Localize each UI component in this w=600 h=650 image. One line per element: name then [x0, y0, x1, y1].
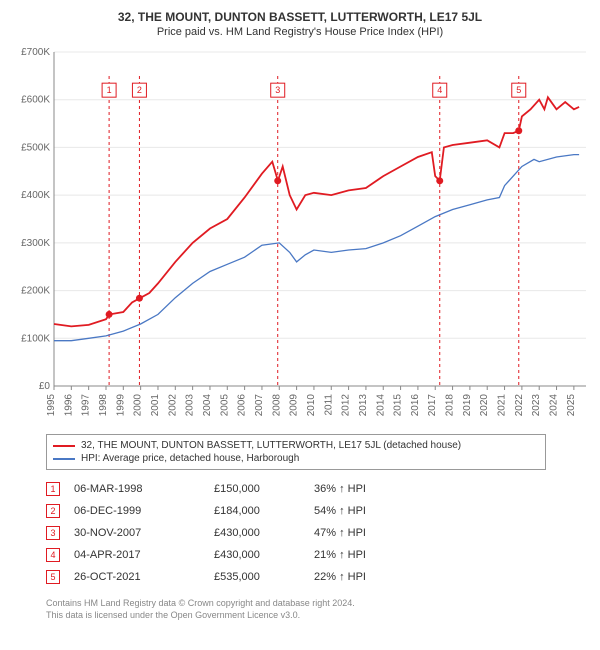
svg-text:2014: 2014 [375, 394, 386, 417]
svg-text:3: 3 [275, 85, 280, 95]
chart-title: 32, THE MOUNT, DUNTON BASSETT, LUTTERWOR… [8, 10, 592, 24]
sale-date: 04-APR-2017 [74, 549, 214, 561]
sale-pct: 47% ↑ HPI [314, 527, 434, 539]
svg-text:£300K: £300K [21, 238, 50, 249]
svg-text:2005: 2005 [219, 394, 230, 417]
page: 32, THE MOUNT, DUNTON BASSETT, LUTTERWOR… [0, 0, 600, 650]
svg-text:2012: 2012 [341, 394, 352, 417]
svg-text:1996: 1996 [63, 394, 74, 417]
sale-price: £150,000 [214, 483, 314, 495]
sales-row: 3 30-NOV-2007£430,00047% ↑ HPI [46, 522, 546, 544]
svg-text:2019: 2019 [462, 394, 473, 417]
svg-text:2018: 2018 [445, 394, 456, 417]
sale-date: 06-MAR-1998 [74, 483, 214, 495]
svg-text:2001: 2001 [150, 394, 161, 417]
svg-text:2006: 2006 [237, 394, 248, 417]
svg-text:2000: 2000 [133, 394, 144, 417]
svg-text:2010: 2010 [306, 394, 317, 417]
svg-text:2022: 2022 [514, 394, 525, 417]
svg-text:1995: 1995 [46, 394, 57, 417]
sale-pct: 36% ↑ HPI [314, 483, 434, 495]
chart-subtitle: Price paid vs. HM Land Registry's House … [8, 26, 592, 38]
sale-price: £430,000 [214, 549, 314, 561]
legend-item: HPI: Average price, detached house, Harb… [53, 452, 539, 465]
sales-row: 4 04-APR-2017£430,00021% ↑ HPI [46, 544, 546, 566]
svg-text:2009: 2009 [289, 394, 300, 417]
legend: 32, THE MOUNT, DUNTON BASSETT, LUTTERWOR… [46, 434, 546, 470]
svg-text:£700K: £700K [21, 47, 50, 58]
sale-price: £430,000 [214, 527, 314, 539]
svg-text:2007: 2007 [254, 394, 265, 417]
sale-marker-icon: 3 [46, 526, 60, 540]
svg-text:£0: £0 [39, 381, 51, 392]
svg-text:5: 5 [516, 85, 521, 95]
svg-text:1998: 1998 [98, 394, 109, 417]
svg-text:2020: 2020 [479, 394, 490, 417]
legend-label: 32, THE MOUNT, DUNTON BASSETT, LUTTERWOR… [81, 440, 461, 451]
legend-swatch [53, 445, 75, 447]
sale-marker-icon: 2 [46, 504, 60, 518]
legend-item: 32, THE MOUNT, DUNTON BASSETT, LUTTERWOR… [53, 439, 539, 452]
sale-price: £535,000 [214, 571, 314, 583]
svg-text:£500K: £500K [21, 142, 50, 153]
sale-marker-icon: 1 [46, 482, 60, 496]
svg-text:2023: 2023 [531, 394, 542, 417]
svg-text:1997: 1997 [81, 394, 92, 417]
svg-text:2008: 2008 [271, 394, 282, 417]
sale-marker-icon: 5 [46, 570, 60, 584]
sale-pct: 21% ↑ HPI [314, 549, 434, 561]
sale-date: 30-NOV-2007 [74, 527, 214, 539]
svg-text:2004: 2004 [202, 394, 213, 417]
svg-text:2016: 2016 [410, 394, 421, 417]
svg-text:£400K: £400K [21, 190, 50, 201]
svg-text:4: 4 [437, 85, 442, 95]
sale-pct: 54% ↑ HPI [314, 505, 434, 517]
svg-text:£100K: £100K [21, 333, 50, 344]
footer-line-1: Contains HM Land Registry data © Crown c… [46, 598, 584, 610]
sale-date: 06-DEC-1999 [74, 505, 214, 517]
svg-text:2024: 2024 [549, 394, 560, 417]
svg-text:2015: 2015 [393, 394, 404, 417]
svg-text:2017: 2017 [427, 394, 438, 417]
svg-text:2: 2 [137, 85, 142, 95]
svg-text:1: 1 [107, 85, 112, 95]
svg-text:£600K: £600K [21, 95, 50, 106]
sales-row: 1 06-MAR-1998£150,00036% ↑ HPI [46, 478, 546, 500]
sales-table: 1 06-MAR-1998£150,00036% ↑ HPI 2 06-DEC-199… [46, 478, 546, 588]
sale-date: 26-OCT-2021 [74, 571, 214, 583]
sale-pct: 22% ↑ HPI [314, 571, 434, 583]
sale-marker-icon: 4 [46, 548, 60, 562]
svg-text:2013: 2013 [358, 394, 369, 417]
svg-text:2021: 2021 [497, 394, 508, 417]
svg-text:2011: 2011 [323, 394, 334, 416]
legend-swatch [53, 458, 75, 460]
sales-row: 5 26-OCT-2021£535,00022% ↑ HPI [46, 566, 546, 588]
svg-text:2025: 2025 [566, 394, 577, 417]
footer: Contains HM Land Registry data © Crown c… [46, 598, 584, 621]
svg-text:2002: 2002 [167, 394, 178, 417]
sales-row: 2 06-DEC-1999£184,00054% ↑ HPI [46, 500, 546, 522]
footer-line-2: This data is licensed under the Open Gov… [46, 610, 584, 622]
chart: £0 £100K £200K £300K £400K £500K £600K £700K 199… [8, 46, 592, 426]
sale-price: £184,000 [214, 505, 314, 517]
legend-label: HPI: Average price, detached house, Harb… [81, 453, 299, 464]
svg-text:2003: 2003 [185, 394, 196, 417]
svg-text:1999: 1999 [115, 394, 126, 417]
svg-text:£200K: £200K [21, 286, 50, 297]
